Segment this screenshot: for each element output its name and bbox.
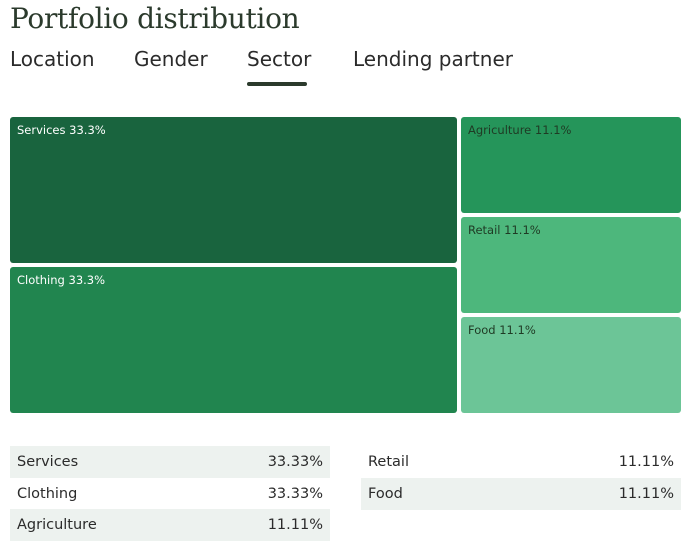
treemap-cell-services[interactable]: Services 33.3% (10, 117, 457, 263)
treemap-cell-retail[interactable]: Retail 11.1% (461, 217, 681, 313)
treemap-cell-food[interactable]: Food 11.1% (461, 317, 681, 413)
active-tab-indicator (247, 82, 307, 86)
table-row: Food 11.11% (361, 478, 681, 510)
row-sector-percent: 33.33% (267, 454, 323, 470)
treemap-cell-clothing[interactable]: Clothing 33.3% (10, 267, 457, 413)
tab-lending-partner[interactable]: Lending partner (353, 47, 513, 71)
row-sector-percent: 11.11% (267, 517, 323, 533)
row-sector-name: Food (368, 486, 403, 502)
page-title: Portfolio distribution (10, 2, 300, 35)
row-sector-name: Agriculture (17, 517, 97, 533)
table-row: Agriculture 11.11% (10, 509, 330, 541)
table-row: Retail 11.11% (361, 446, 681, 478)
treemap-cell-agriculture[interactable]: Agriculture 11.1% (461, 117, 681, 213)
table-row: Clothing 33.33% (10, 478, 330, 510)
tab-location[interactable]: Location (10, 47, 95, 71)
tab-sector[interactable]: Sector (247, 47, 312, 71)
row-sector-percent: 11.11% (618, 454, 674, 470)
table-row: Services 33.33% (10, 446, 330, 478)
tab-gender[interactable]: Gender (134, 47, 208, 71)
row-sector-percent: 33.33% (267, 486, 323, 502)
row-sector-name: Retail (368, 454, 409, 470)
row-sector-name: Services (17, 454, 79, 470)
row-sector-percent: 11.11% (618, 486, 674, 502)
row-sector-name: Clothing (17, 486, 78, 502)
